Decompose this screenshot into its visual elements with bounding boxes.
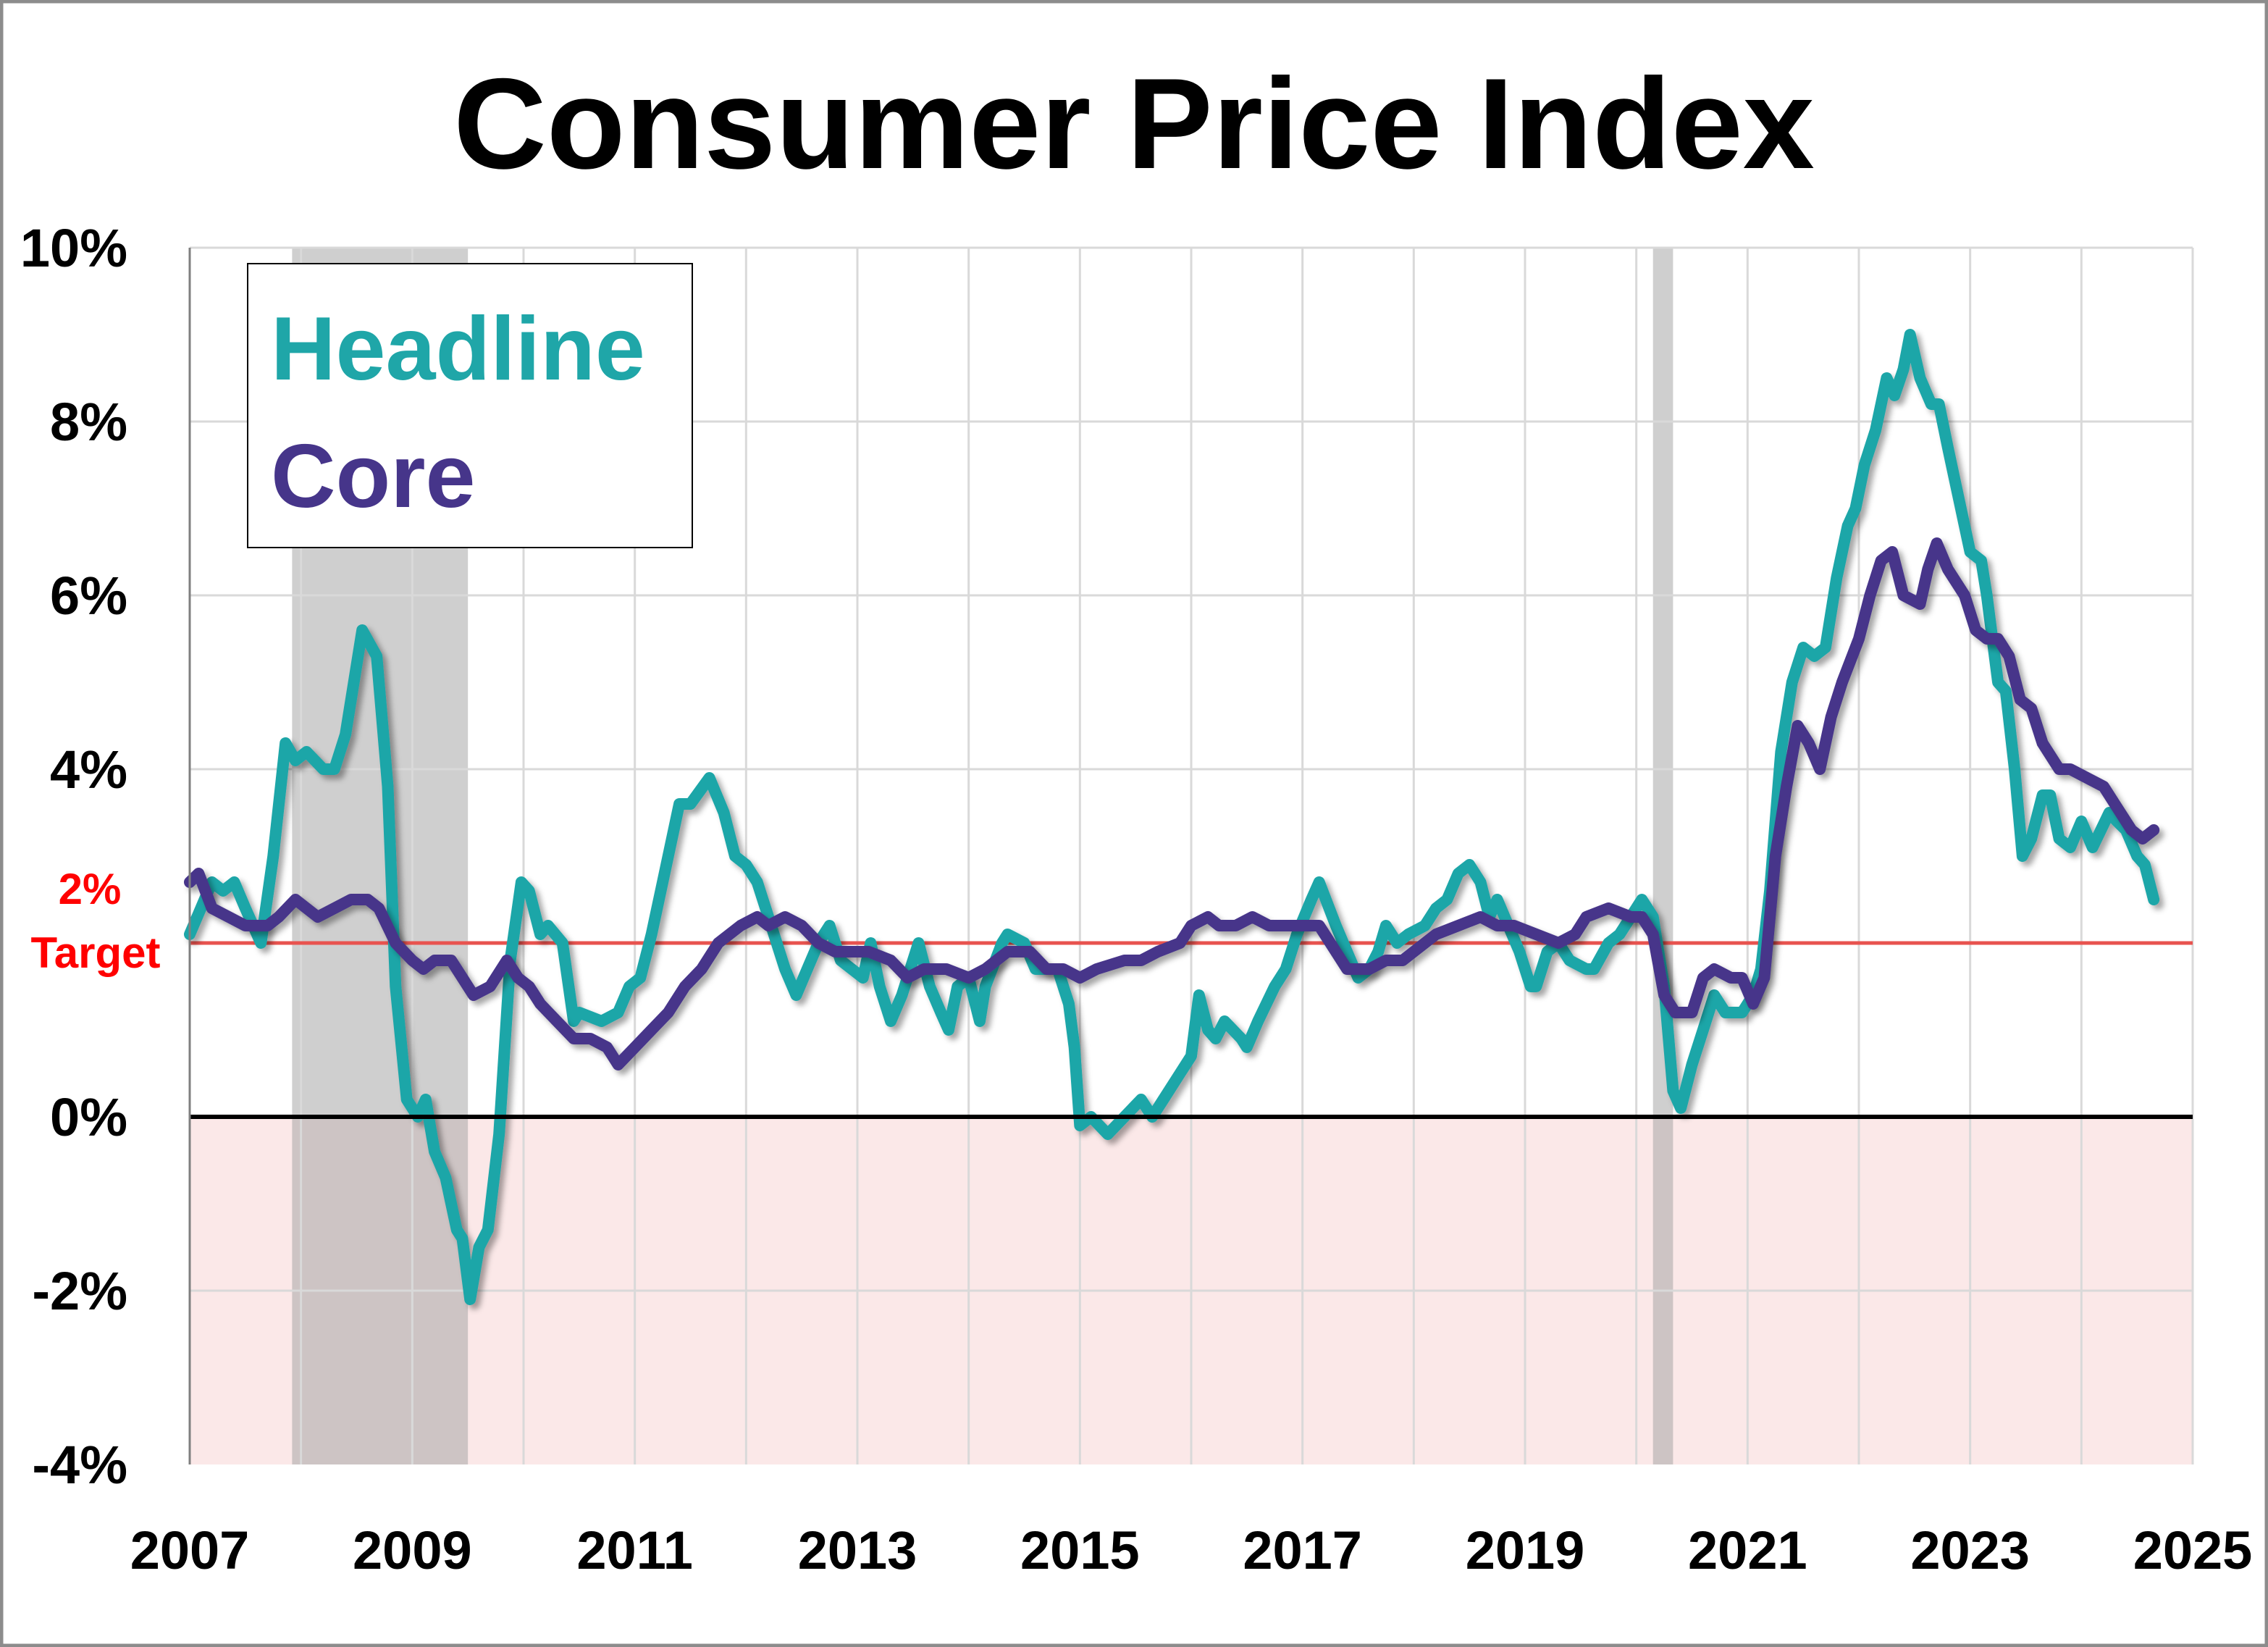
series-line-core [184, 537, 2160, 1070]
x-tick-label: 2025 [2133, 1520, 2253, 1580]
legend: Headline Core [247, 263, 693, 548]
y-tick-label: 4% [50, 739, 127, 800]
x-tick-label: 2009 [353, 1520, 472, 1580]
series-line-headline [184, 329, 2160, 1305]
y-tick-label: 0% [50, 1087, 127, 1147]
x-tick-label: 2011 [576, 1520, 693, 1580]
x-tick-label: 2015 [1020, 1520, 1140, 1580]
target-value-label: 2% [59, 865, 122, 913]
y-tick-label: -2% [32, 1261, 127, 1321]
axes: -4% -2% 0% 4% 6% 8% 10% 2007 2009 2011 2013 2015 201… [20, 218, 2252, 1580]
y-tick-label: 10% [20, 218, 127, 278]
recession-band [1652, 248, 1673, 1464]
target-text-label: Target [31, 929, 161, 977]
x-tick-label: 2023 [1910, 1520, 2030, 1580]
y-tick-label: 8% [50, 392, 127, 452]
target-label: 2% Target [31, 865, 161, 977]
legend-box [247, 263, 693, 548]
legend-core: Core [271, 427, 476, 527]
y-tick-label: -4% [32, 1435, 127, 1495]
x-tick-label: 2013 [798, 1520, 917, 1580]
series-lines [184, 329, 2160, 1305]
x-tick-label: 2017 [1243, 1520, 1362, 1580]
chart-title: Consumer Price Index [453, 51, 1815, 196]
x-tick-label: 2007 [130, 1520, 250, 1580]
x-tick-label: 2019 [1466, 1520, 1585, 1580]
x-tick-label: 2021 [1688, 1520, 1807, 1580]
y-tick-label: 6% [50, 566, 127, 626]
legend-headline: Headline [271, 299, 645, 399]
